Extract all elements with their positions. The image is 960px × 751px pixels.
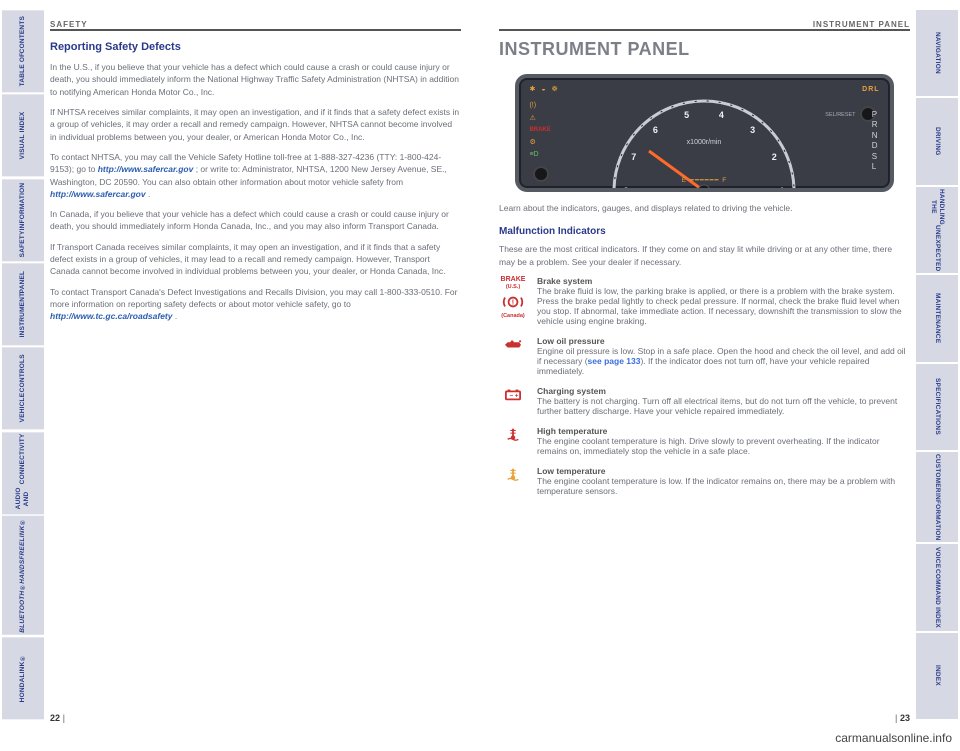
indicator-text: High temperatureThe engine coolant tempe… (537, 426, 910, 456)
intro: Learn about the indicators, gauges, and … (499, 202, 910, 214)
para6: To contact Transport Canada's Defect Inv… (50, 286, 461, 323)
indicator-text: Low oil pressureEngine oil pressure is l… (537, 336, 910, 376)
rpm-label: x1000r/min (687, 139, 722, 146)
para1: In the U.S., if you believe that your ve… (50, 61, 461, 98)
page-number-right: 23 (895, 713, 910, 723)
temp-cold-icon (499, 466, 527, 482)
watermark: carmanualsonline.info (835, 731, 952, 745)
indicator-row: Low temperatureThe engine coolant temper… (499, 466, 910, 496)
indicator-body: The brake fluid is low, the parking brak… (537, 286, 910, 326)
tab-navigation[interactable]: NAVIGATION (916, 10, 958, 96)
para5: If Transport Canada receives similar com… (50, 241, 461, 278)
indicator-row: High temperatureThe engine coolant tempe… (499, 426, 910, 456)
svg-text:3: 3 (751, 125, 756, 135)
svg-text:2: 2 (772, 152, 777, 162)
steering-icon: ☸ (552, 85, 558, 93)
tab-safety[interactable]: SAFETYINFORMATION (2, 179, 44, 261)
para3: To contact NHTSA, you may call the Vehic… (50, 151, 461, 200)
svg-text:!: ! (512, 299, 514, 307)
tab-bluetooth[interactable]: BLUETOOTH®HANDSFREELINK® (2, 516, 44, 635)
tab-vehicle-controls[interactable]: VEHICLECONTROLS (2, 347, 44, 429)
tab-driving[interactable]: DRIVING (916, 98, 958, 184)
indicator-row: Low oil pressureEngine oil pressure is l… (499, 336, 910, 376)
indicator-body: Engine oil pressure is low. Stop in a sa… (537, 346, 910, 376)
para6-post: . (175, 311, 177, 321)
tab-visual-index[interactable]: VISUAL INDEX (2, 94, 44, 176)
indicator-list: BRAKE(U.S.)!(Canada) Brake systemThe brak… (499, 276, 910, 496)
para3-post: . (148, 189, 150, 199)
indicator-text: Brake systemThe brake fluid is low, the … (537, 276, 910, 326)
indicator-body: The battery is not charging. Turn off al… (537, 396, 910, 416)
malfunction-heading: Malfunction Indicators (499, 226, 910, 237)
indicator-title: Low oil pressure (537, 336, 910, 346)
indicator-row: −+ Charging systemThe battery is not char… (499, 386, 910, 416)
airbag-icon: ◒ (541, 86, 545, 93)
header-left: SAFETY (50, 20, 88, 29)
header-right: INSTRUMENT PANEL (813, 20, 910, 29)
tab-hondalink[interactable]: HONDALINK® (2, 637, 44, 719)
indicator-title: Charging system (537, 386, 910, 396)
tab-audio[interactable]: AUDIO ANDCONNECTIVITY (2, 432, 44, 514)
indicator-body: The engine coolant temperature is high. … (537, 436, 910, 456)
link-tc[interactable]: http://www.tc.gc.ca/roadsafety (50, 311, 173, 321)
indicator-title: Brake system (537, 276, 910, 286)
indicator-title: High temperature (537, 426, 910, 436)
tab-maintenance[interactable]: MAINTENANCE (916, 275, 958, 361)
page-link[interactable]: see page 133 (588, 356, 641, 366)
gear-list: PRNDSL (872, 110, 878, 172)
tab-handling[interactable]: HANDLING THEUNEXPECTED (916, 187, 958, 273)
left-page: SAFETY Reporting Safety Defects In the U… (46, 10, 465, 721)
para4: In Canada, if you believe that your vehi… (50, 208, 461, 233)
link-safercar1[interactable]: http://www.safercar.gov (98, 164, 194, 174)
para6-pre: To contact Transport Canada's Defect Inv… (50, 287, 457, 309)
vsa-icon: ⚠ (529, 114, 550, 122)
indicator-title: Low temperature (537, 466, 910, 476)
tab-voice[interactable]: VOICECOMMAND INDEX (916, 544, 958, 630)
tpms-icon: (!) (529, 102, 550, 109)
link-safercar2[interactable]: http://www.safercar.gov (50, 189, 146, 199)
indicator-row: BRAKE(U.S.)!(Canada) Brake systemThe brak… (499, 276, 910, 326)
battery-icon: −+ (499, 386, 527, 402)
para2: If NHTSA receives similar complaints, it… (50, 106, 461, 143)
brake-panel-icon: BRAKE (529, 127, 550, 133)
title-instrument-panel: INSTRUMENT PANEL (499, 39, 910, 60)
fuel-gauge: E ━━━━━━ F (682, 176, 727, 184)
svg-text:6: 6 (653, 125, 658, 135)
drl-label: DRL (862, 86, 879, 93)
tab-toc[interactable]: TABLE OFCONTENTS (2, 10, 44, 92)
tab-customer[interactable]: CUSTOMERINFORMATION (916, 452, 958, 542)
oil-icon (499, 336, 527, 352)
temp-hot-icon (499, 426, 527, 442)
selreset-label: SEL/RESET (825, 112, 855, 118)
svg-text:5: 5 (685, 110, 690, 120)
engine-panel-icon: ⚙ (529, 138, 550, 146)
indicator-text: Charging systemThe battery is not chargi… (537, 386, 910, 416)
beam-icon: ≡D (529, 151, 550, 158)
brake-icon: BRAKE(U.S.)!(Canada) (499, 276, 527, 319)
svg-text:7: 7 (632, 152, 637, 162)
svg-text:1: 1 (780, 186, 785, 192)
subheading-reporting: Reporting Safety Defects (50, 41, 461, 53)
indicator-text: Low temperatureThe engine coolant temper… (537, 466, 910, 496)
seatbelt-icon: ✱ (529, 85, 535, 93)
page-number-left: 22 (50, 713, 65, 723)
malfunction-intro: These are the most critical indicators. … (499, 243, 910, 268)
left-knob (533, 166, 549, 182)
instrument-panel-graphic: ✱ ◒ ☸ DRL (!) ⚠ BRAKE ⚙ ≡D SEL/RESET PRN… (515, 74, 893, 192)
svg-text:4: 4 (719, 110, 724, 120)
brake-circle-icon: ! (502, 294, 524, 312)
svg-text:+: + (515, 392, 519, 399)
indicator-body: The engine coolant temperature is low. I… (537, 476, 910, 496)
tab-specs[interactable]: SPECIFICATIONS (916, 364, 958, 450)
tab-instrument-panel[interactable]: INSTRUMENTPANEL (2, 263, 44, 345)
right-page: INSTRUMENT PANEL INSTRUMENT PANEL ✱ ◒ ☸ … (495, 10, 914, 721)
svg-text:−: − (509, 392, 513, 399)
tab-index[interactable]: INDEX (916, 633, 958, 719)
svg-text:8: 8 (624, 186, 629, 192)
